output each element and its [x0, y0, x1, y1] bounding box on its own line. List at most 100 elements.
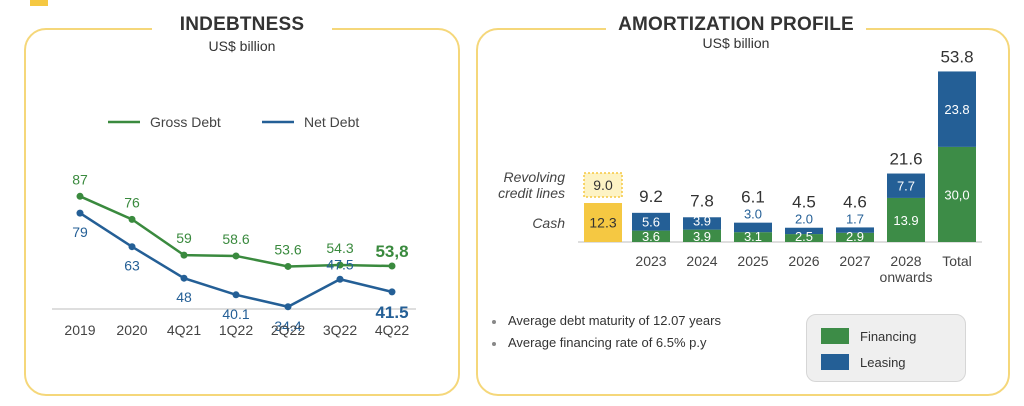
legend-label-net: Net Debt: [304, 114, 359, 130]
bullet-item: Average debt maturity of 12.07 years: [492, 313, 721, 328]
gross-debt-point: [180, 251, 188, 259]
legend-swatch-financing: [821, 328, 849, 344]
revolving-label-line2: credit lines: [498, 185, 565, 201]
gross-debt-label: 58.6: [222, 231, 249, 247]
financing-bar: [938, 146, 976, 242]
x-tick-label: 2020: [116, 322, 147, 338]
net-debt-point: [284, 303, 292, 311]
x-tick-label: 2Q22: [271, 322, 305, 338]
financing-value: 13.9: [893, 213, 918, 228]
financing-bar: [836, 232, 874, 242]
bullet-text: Average financing rate of 6.5% p.y: [508, 335, 707, 350]
gross-debt-point: [76, 192, 84, 200]
net-debt-point: [388, 288, 396, 296]
net-debt-label: 40.1: [222, 306, 249, 322]
gross-debt-point: [388, 262, 396, 270]
bar-category-label: 2026: [788, 253, 819, 269]
revolving-credit-value: 9.0: [593, 177, 613, 193]
bullet-text: Average debt maturity of 12.07 years: [508, 313, 721, 328]
gross-debt-label: 76: [124, 194, 140, 210]
bar-total-label: 7.8: [690, 191, 714, 210]
x-tick-label: 4Q21: [167, 322, 201, 338]
net-debt-point: [76, 209, 84, 217]
x-tick-label: 1Q22: [219, 322, 253, 338]
bar-category-label: onwards: [880, 269, 933, 285]
legend-swatch-leasing: [821, 354, 849, 370]
bullet-item: Average financing rate of 6.5% p.y: [492, 335, 721, 350]
bar-total-label: 4.5: [792, 193, 816, 212]
financing-bar: [683, 229, 721, 242]
financing-value: 3.9: [693, 229, 711, 244]
gross-debt-point: [336, 261, 344, 269]
bullet-list: Average debt maturity of 12.07 years Ave…: [492, 313, 721, 357]
gross-debt-label: 59: [176, 230, 192, 246]
x-tick-label: 4Q22: [375, 322, 409, 338]
bar-total-label: 4.6: [843, 192, 867, 211]
financing-value: 30,0: [944, 187, 969, 202]
financing-bar: [785, 234, 823, 242]
cash-bar: [584, 203, 622, 242]
indebtness-title: INDEBTNESS: [152, 14, 332, 38]
leasing-value: 3.0: [744, 207, 762, 222]
leasing-value: 23.8: [944, 102, 969, 117]
bar-total-label: 6.1: [741, 188, 765, 207]
leasing-bar: [785, 227, 823, 235]
gross-debt-point: [284, 262, 292, 270]
bar-category-label: 2028: [890, 253, 921, 269]
legend-item-financing: Financing: [821, 328, 916, 344]
bullet-dot-icon: [492, 319, 496, 324]
indebtness-subtitle: US$ billion: [208, 38, 276, 54]
indebtness-line-chart: Gross Debt Net Debt 87 76 59 58.6 53.6 54.3 53,8…: [52, 114, 416, 338]
leasing-bar: [938, 71, 976, 147]
bar-total-label: 53.8: [940, 47, 973, 66]
net-debt-label: 48: [176, 289, 192, 305]
legend-label: Leasing: [860, 354, 906, 370]
financing-value: 3.6: [642, 229, 660, 244]
gross-debt-label: 53,8: [375, 242, 408, 261]
cash-value: 12.3: [589, 215, 616, 231]
net-debt-label: 47.5: [326, 256, 353, 272]
gross-debt-label: 87: [72, 171, 88, 187]
financing-value: 2.9: [846, 229, 864, 244]
gross-debt-point: [232, 252, 240, 260]
bar-total-label: 9.2: [639, 187, 663, 206]
amortization-subtitle: US$ billion: [702, 35, 770, 51]
legend-label-gross: Gross Debt: [150, 114, 221, 130]
gross-debt-point: [128, 215, 136, 223]
net-debt-label: 41.5: [375, 303, 408, 322]
amortization-title: AMORTIZATION PROFILE: [606, 14, 866, 38]
revolving-label-line1: Revolving: [504, 169, 566, 185]
leasing-bar: [836, 227, 874, 233]
bullet-dot-icon: [492, 341, 496, 346]
net-debt-point: [180, 274, 188, 282]
bar-legend: Financing Leasing: [806, 314, 966, 382]
net-debt-point: [128, 243, 136, 251]
gross-debt-label: 54.3: [326, 240, 353, 256]
net-debt-point: [232, 291, 240, 299]
leasing-bar: [632, 212, 670, 231]
leasing-bar: [887, 173, 925, 198]
net-debt-point: [336, 275, 344, 283]
financing-bar: [887, 197, 925, 242]
leasing-value: 1.7: [846, 211, 864, 226]
x-tick-label: 2019: [64, 322, 95, 338]
bar-category-label: 2023: [635, 253, 666, 269]
bar-category-label: 2027: [839, 253, 870, 269]
financing-value: 2.5: [795, 229, 813, 244]
leasing-bar: [683, 217, 721, 230]
leasing-bar: [734, 222, 772, 233]
bar-total-label: 21.6: [889, 150, 922, 169]
financing-bar: [632, 230, 670, 242]
legend-label: Financing: [860, 328, 917, 344]
bar-category-label: 2024: [686, 253, 717, 269]
accent-tab: [30, 0, 48, 6]
x-tick-label: 3Q22: [323, 322, 357, 338]
net-debt-label: 63: [124, 258, 140, 274]
bar-category-label: Total: [942, 253, 972, 269]
financing-bar: [734, 232, 772, 242]
bar-category-label: 2025: [737, 253, 768, 269]
leasing-value: 2.0: [795, 212, 813, 227]
net-debt-label: 79: [72, 224, 88, 240]
legend-item-leasing: Leasing: [821, 354, 906, 370]
